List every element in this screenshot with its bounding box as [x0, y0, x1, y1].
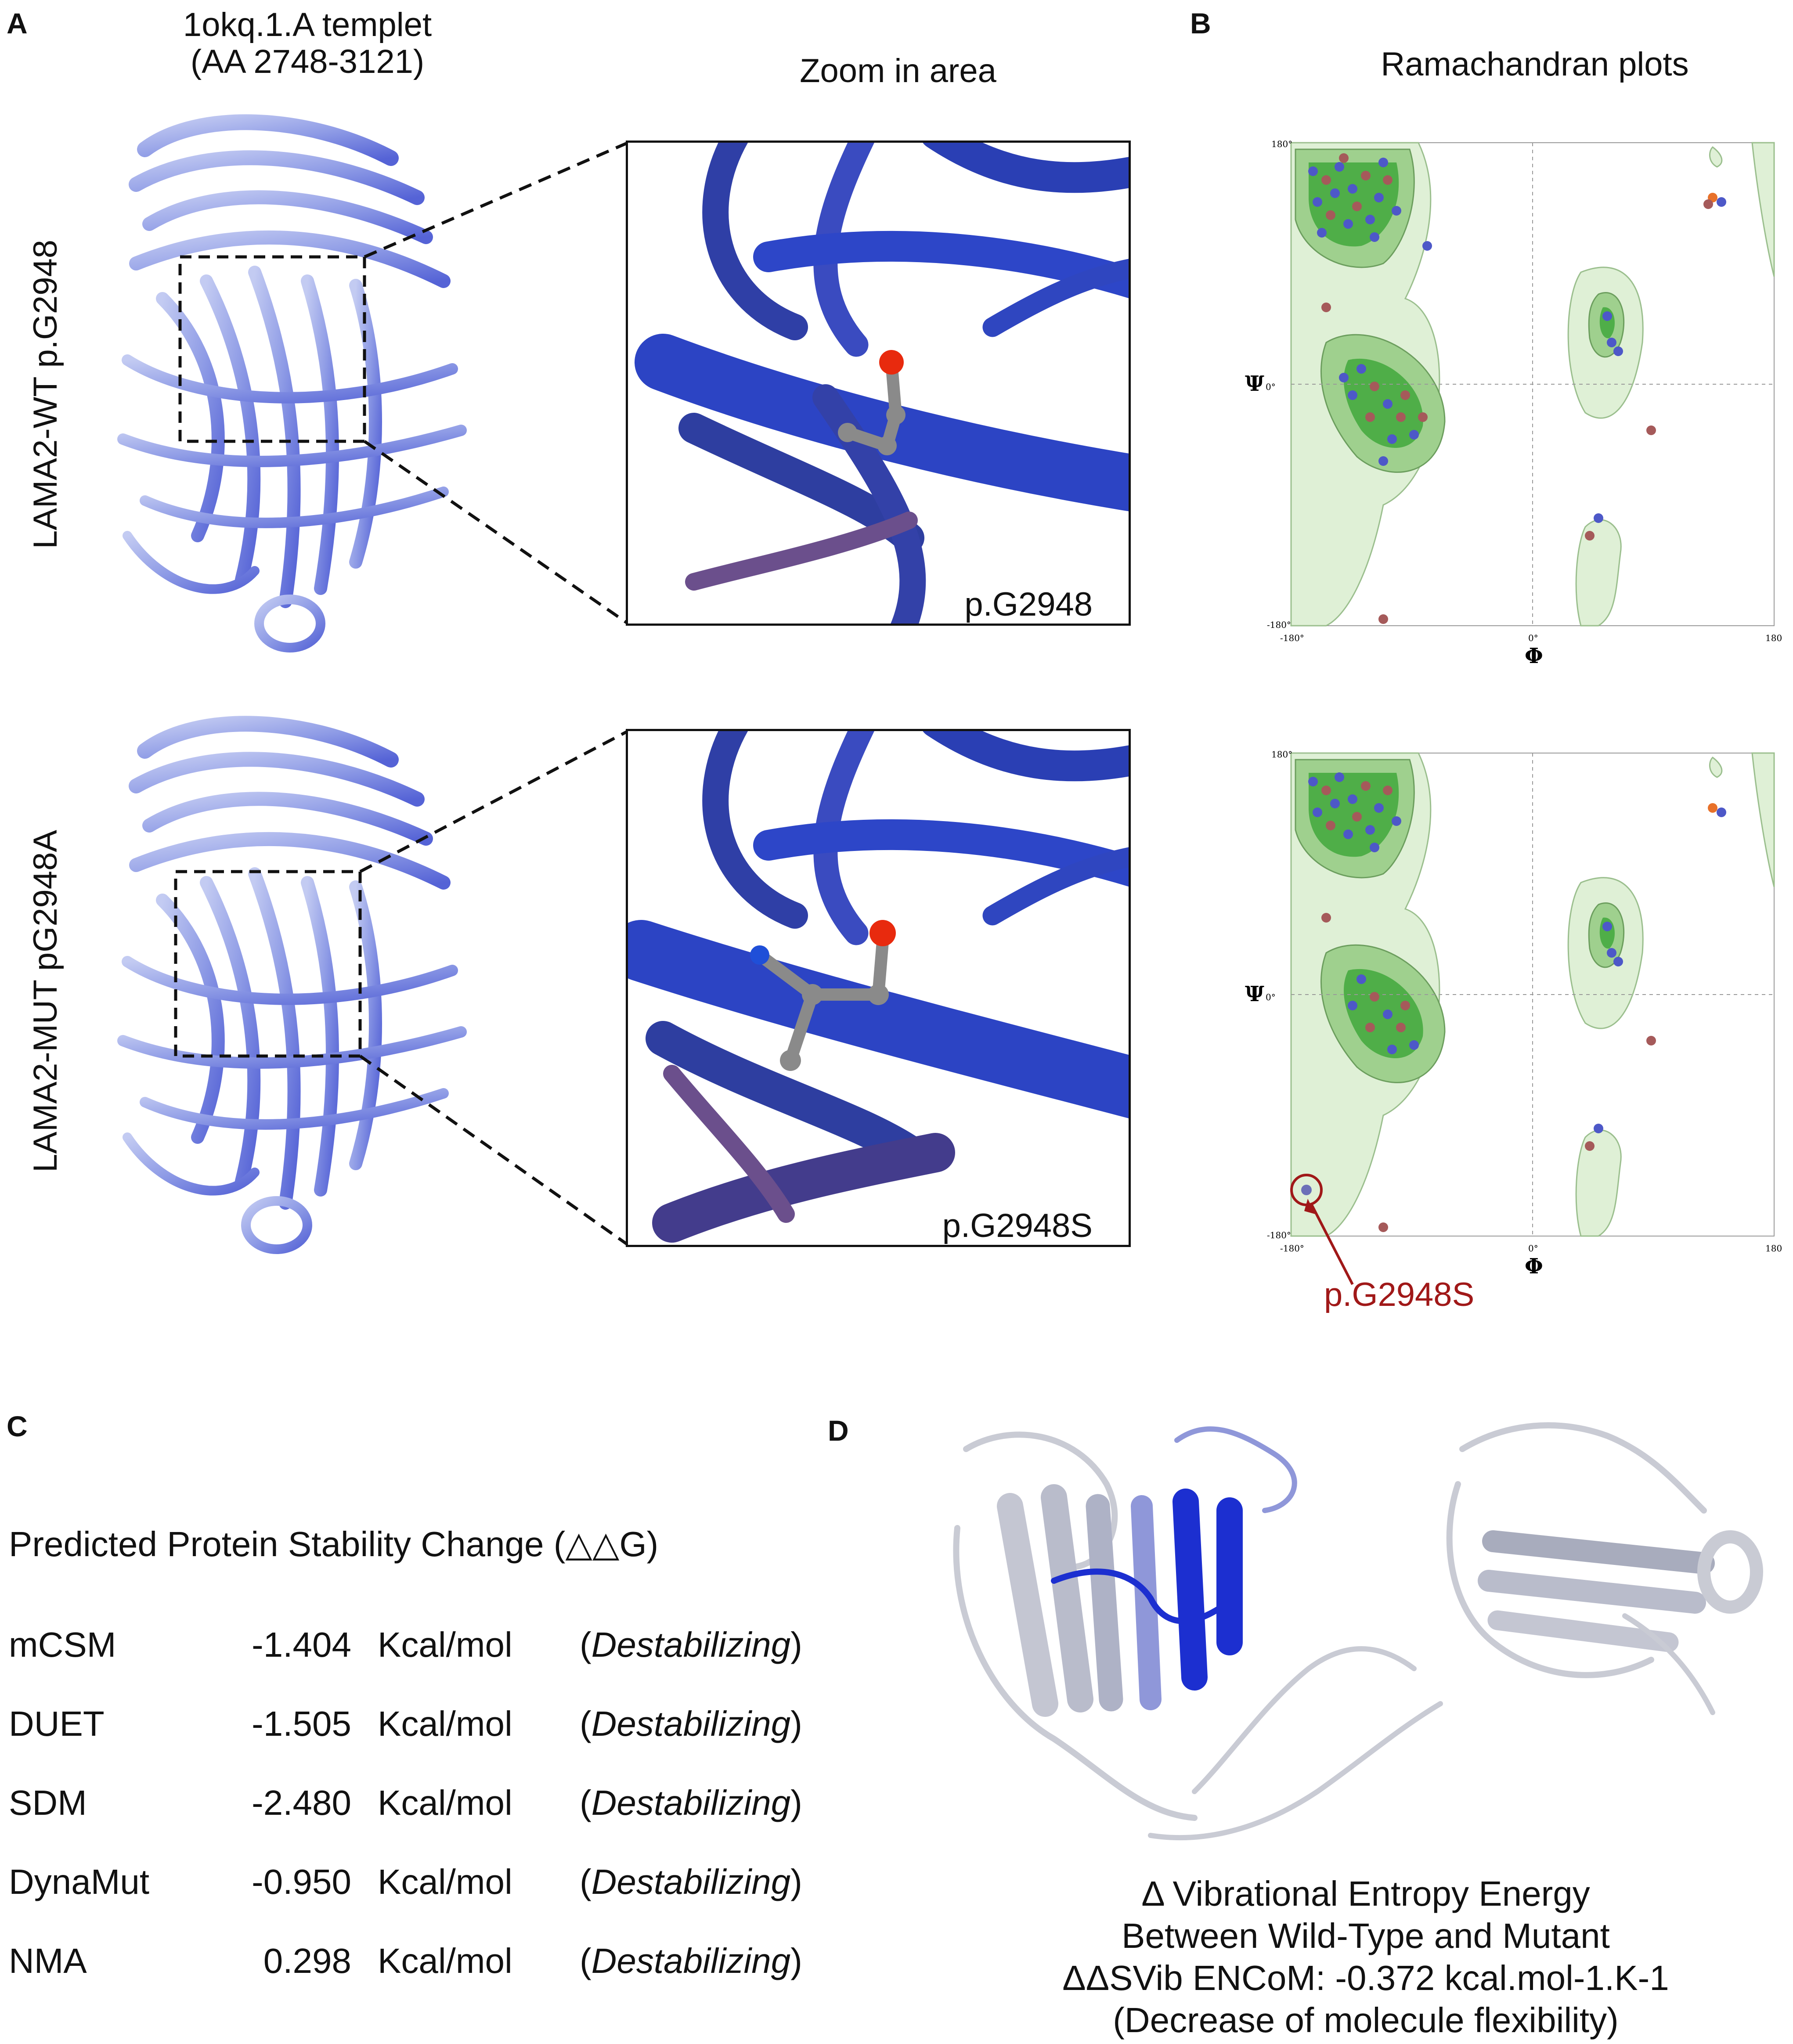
stability-title: Predicted Protein Stability Change (△△G) [9, 1525, 659, 1564]
effect-close-paren: ) [790, 1704, 802, 1743]
entropy-caption: Δ Vibrational Entropy Energy Between Wil… [975, 1873, 1757, 2041]
annotation-arrow [1310, 1202, 1354, 1285]
entropy-caption-line4: (Decrease of molecule flexibility) [1113, 2001, 1619, 2040]
entropy-caption-line3: ΔΔSVib ENCoM: -0.372 kcal.mol-1.K-1 [1062, 1958, 1669, 1997]
stability-method: SDM [9, 1783, 87, 1822]
mut-phi-tick-180: 180° [1765, 1243, 1783, 1254]
zoom-title: Zoom in area [800, 52, 996, 90]
effect-label: Destabilizing [591, 1862, 791, 1901]
stability-effect: (Destabilizing) [580, 1625, 802, 1665]
entropy-caption-line1: Δ Vibrational Entropy Energy [1141, 1874, 1590, 1913]
effect-close-paren: ) [790, 1625, 802, 1664]
panel-letter-d: D [828, 1414, 849, 1447]
psi-axis-label: Ψ [1245, 371, 1264, 396]
effect-open-paren: ( [580, 1625, 592, 1664]
effect-close-paren: ) [790, 1862, 802, 1901]
stability-unit: Kcal/mol [378, 1625, 512, 1664]
wt-zoom-panel: p.G2948 [626, 141, 1131, 626]
phi-tick-neg180: -180° [1280, 633, 1304, 643]
mut-protein-structure [117, 716, 467, 1254]
phi-axis-label: Φ [1525, 644, 1543, 668]
stability-row: SDM -2.480 Kcal/mol (Destabilizing) [9, 1783, 843, 1827]
stability-value: -0.950 [252, 1862, 351, 1901]
stability-method: DUET [9, 1704, 105, 1743]
mut-psi-axis-label: Ψ [1245, 982, 1264, 1006]
wt-residue-points [1308, 153, 1726, 624]
effect-label: Destabilizing [591, 1783, 791, 1822]
mut-residue-points [1290, 772, 1726, 1232]
mut-phi-axis-label: Φ [1525, 1254, 1543, 1279]
left-domain-ribbon [953, 1426, 1443, 1841]
wt-residue-sticks [838, 350, 906, 455]
zoom-connector-lines [359, 141, 629, 1246]
wt-zoom-render [635, 143, 1129, 624]
effect-open-paren: ( [580, 1941, 592, 1980]
psi-tick-neg180: -180° [1267, 620, 1291, 630]
ramachandran-plot-wt: Ψ 0° 180° -180° -180° 0° 180° Φ [1238, 132, 1783, 681]
wt-zoom-label: p.G2948 [959, 585, 1098, 624]
mut-phi-tick-neg180: -180° [1280, 1243, 1304, 1254]
stability-value: -2.480 [252, 1783, 351, 1822]
panel-letter-b: B [1190, 7, 1211, 40]
mut-psi-tick-zero: 0° [1266, 992, 1276, 1002]
template-title: 1okq.1.A templet (AA 2748-3121) [114, 7, 501, 80]
mut-phi-tick-zero: 0° [1528, 1243, 1538, 1254]
right-domain-ribbon [1446, 1422, 1763, 1715]
ramachandran-title: Ramachandran plots [1381, 46, 1689, 83]
effect-close-paren: ) [790, 1941, 802, 1980]
stability-effect: (Destabilizing) [580, 1704, 802, 1744]
annotation-arrowhead [1304, 1199, 1315, 1214]
stability-value: -1.505 [252, 1704, 351, 1743]
stability-method: DynaMut [9, 1862, 150, 1901]
mutation-annotation-label: p.G2948S [1324, 1276, 1475, 1313]
effect-label: Destabilizing [591, 1941, 791, 1980]
stability-method: mCSM [9, 1625, 116, 1664]
stability-unit: Kcal/mol [378, 1704, 512, 1743]
effect-label: Destabilizing [591, 1625, 791, 1664]
psi-tick-180: 180° [1271, 139, 1292, 149]
effect-open-paren: ( [580, 1862, 592, 1901]
stability-row: DynaMut -0.950 Kcal/mol (Destabilizing) [9, 1862, 843, 1906]
ramachandran-plot-mut: Ψ 0° 180° -180° -180° 0° 180° Φ [1238, 742, 1783, 1291]
effect-open-paren: ( [580, 1704, 592, 1743]
stability-effect: (Destabilizing) [580, 1783, 802, 1823]
vibrational-entropy-structure [953, 1422, 1763, 1841]
effect-label: Destabilizing [591, 1704, 791, 1743]
phi-tick-180: 180° [1765, 633, 1783, 643]
mut-zoom-panel: p.G2948S [626, 729, 1131, 1247]
stability-row: NMA 0.298 Kcal/mol (Destabilizing) [9, 1941, 843, 1985]
mut-psi-tick-180: 180° [1271, 749, 1292, 760]
wt-protein-structure [117, 114, 467, 652]
effect-close-paren: ) [790, 1783, 802, 1822]
psi-tick-zero: 0° [1266, 382, 1276, 392]
template-title-line2: (AA 2748-3121) [190, 43, 425, 80]
mut-psi-tick-neg180: -180° [1267, 1230, 1291, 1240]
stability-row: DUET -1.505 Kcal/mol (Destabilizing) [9, 1704, 843, 1748]
panel-letter-c: C [7, 1410, 28, 1442]
stability-method: NMA [9, 1941, 87, 1980]
phi-tick-zero: 0° [1528, 633, 1538, 643]
stability-effect: (Destabilizing) [580, 1862, 802, 1902]
stability-unit: Kcal/mol [378, 1783, 512, 1822]
panel-letter-a: A [7, 7, 28, 40]
stability-value: -1.404 [252, 1625, 351, 1664]
entropy-caption-line2: Between Wild-Type and Mutant [1122, 1916, 1610, 1955]
mut-residue-sticks [750, 920, 896, 1071]
effect-open-paren: ( [580, 1783, 592, 1822]
stability-effect: (Destabilizing) [580, 1941, 802, 1981]
template-title-line1: 1okq.1.A templet [183, 6, 432, 43]
mut-zoom-render [628, 731, 1129, 1243]
stability-unit: Kcal/mol [378, 1941, 512, 1980]
mut-zoom-label: p.G2948S [937, 1207, 1098, 1245]
stability-unit: Kcal/mol [378, 1862, 512, 1901]
stability-value: 0.298 [263, 1941, 351, 1980]
stability-row: mCSM -1.404 Kcal/mol (Destabilizing) [9, 1625, 843, 1669]
